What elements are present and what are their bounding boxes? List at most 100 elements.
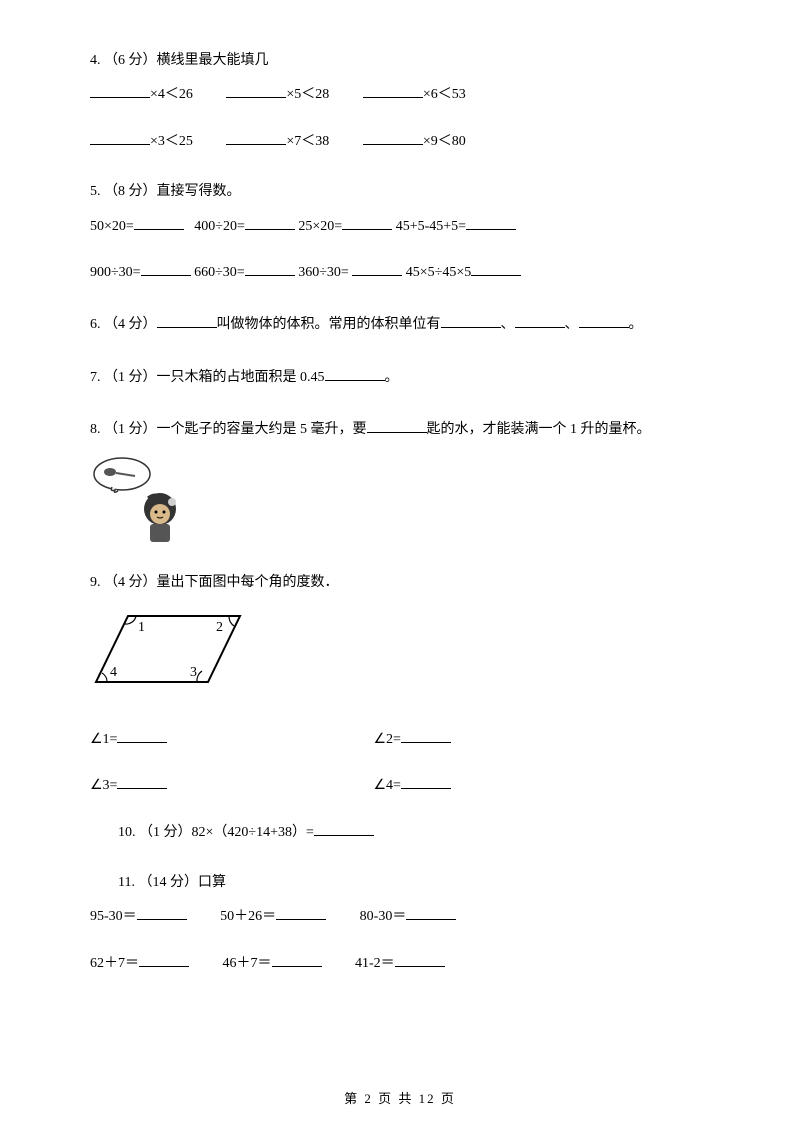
blank[interactable] — [466, 214, 516, 230]
q11-r1c2: 50＋26＝ — [220, 909, 276, 924]
blank[interactable] — [441, 312, 501, 328]
q5-r2c1: 900÷30= — [90, 265, 141, 280]
q8-text-b: 匙的水，才能装满一个 1 升的量杯。 — [427, 422, 651, 437]
blank[interactable] — [117, 773, 167, 789]
q7-end: 。 — [385, 370, 399, 385]
q6-text-a: 叫做物体的体积。常用的体积单位有 — [217, 317, 441, 332]
blank[interactable] — [137, 904, 187, 920]
blank[interactable] — [141, 260, 191, 276]
blank[interactable] — [352, 260, 402, 276]
blank[interactable] — [90, 82, 150, 98]
girl-spoon-illustration — [90, 454, 200, 544]
blank[interactable] — [245, 214, 295, 230]
q9-points: （4 分） — [104, 575, 157, 590]
blank[interactable] — [272, 951, 322, 967]
q4-r1c3: ×6＜53 — [423, 87, 466, 102]
q6-sep1: 、 — [501, 317, 515, 332]
q4-r1c2: ×5＜28 — [286, 87, 329, 102]
q4-row2: ×3＜25 ×7＜38 ×9＜80 — [90, 129, 710, 153]
q11-title-text: 口算 — [198, 875, 226, 890]
question-7: 7. （1 分）一只木箱的占地面积是 0.45。 — [90, 365, 710, 389]
q10-num: 10. — [118, 825, 136, 840]
svg-text:1: 1 — [138, 620, 145, 635]
q5-row2: 900÷30= 660÷30= 360÷30= 45×5÷45×5 — [90, 260, 710, 284]
blank[interactable] — [515, 312, 565, 328]
angle-row-1: ∠1= ∠2= — [90, 727, 710, 751]
q10-text: 82×（420÷14+38）= — [192, 825, 314, 840]
blank[interactable] — [139, 951, 189, 967]
q11-r1c1: 95-30＝ — [90, 909, 137, 924]
question-10: 10. （1 分）82×（420÷14+38）= — [118, 820, 710, 844]
q6-points: （4 分） — [104, 317, 157, 332]
q4-r1c1: ×4＜26 — [150, 87, 193, 102]
q11-r2c3: 41-2＝ — [355, 956, 395, 971]
blank[interactable] — [342, 214, 392, 230]
blank[interactable] — [226, 129, 286, 145]
q4-r2c2: ×7＜38 — [286, 134, 329, 149]
q6-end: 。 — [629, 317, 643, 332]
blank[interactable] — [245, 260, 295, 276]
blank[interactable] — [157, 312, 217, 328]
blank[interactable] — [401, 773, 451, 789]
q5-r1c2: 400÷20= — [194, 219, 245, 234]
blank[interactable] — [134, 214, 184, 230]
angle4-label: ∠4= — [374, 778, 401, 793]
q5-r1c3: 25×20= — [298, 219, 342, 234]
angle2-label: ∠2= — [374, 732, 401, 747]
blank[interactable] — [367, 417, 427, 433]
blank[interactable] — [117, 727, 167, 743]
angle-row-2: ∠3= ∠4= — [90, 773, 710, 797]
q4-r2c1: ×3＜25 — [150, 134, 193, 149]
blank[interactable] — [395, 951, 445, 967]
q8-points: （1 分） — [104, 422, 157, 437]
q4-points: （6 分） — [104, 53, 157, 68]
q5-points: （8 分） — [104, 184, 157, 199]
q5-r2c4: 45×5÷45×5 — [406, 265, 471, 280]
angle3-label: ∠3= — [90, 778, 117, 793]
q7-points: （1 分） — [104, 370, 157, 385]
q4-num: 4. — [90, 53, 101, 68]
q4-row1: ×4＜26 ×5＜28 ×6＜53 — [90, 82, 710, 106]
q8-num: 8. — [90, 422, 101, 437]
question-4: 4. （6 分）横线里最大能填几 ×4＜26 ×5＜28 ×6＜53 ×3＜25… — [90, 50, 710, 153]
blank[interactable] — [363, 82, 423, 98]
blank[interactable] — [363, 129, 423, 145]
q11-row2: 62＋7＝ 46＋7＝ 41-2＝ — [90, 951, 710, 975]
q9-title-text: 量出下面图中每个角的度数． — [157, 575, 339, 590]
page-footer: 第 2 页 共 12 页 — [0, 1089, 800, 1110]
q5-row1: 50×20= 400÷20= 25×20= 45+5-45+5= — [90, 214, 710, 238]
question-8: 8. （1 分）一个匙子的容量大约是 5 毫升，要 匙的水，才能装满一个 1 升的… — [90, 417, 710, 543]
q11-r1c3: 80-30＝ — [360, 909, 407, 924]
q5-r2c2: 660÷30= — [194, 265, 245, 280]
blank[interactable] — [406, 904, 456, 920]
q5-title: 5. （8 分）直接写得数。 — [90, 181, 710, 203]
svg-text:3: 3 — [190, 665, 197, 680]
question-5: 5. （8 分）直接写得数。 50×20= 400÷20= 25×20= 45+… — [90, 181, 710, 284]
q10-points: （1 分） — [139, 825, 192, 840]
blank[interactable] — [314, 820, 374, 836]
q11-num: 11. — [118, 875, 135, 890]
q5-title-text: 直接写得数。 — [157, 184, 241, 199]
angle1-label: ∠1= — [90, 732, 117, 747]
q9-num: 9. — [90, 575, 101, 590]
blank[interactable] — [276, 904, 326, 920]
q11-points: （14 分） — [138, 875, 198, 890]
q6-num: 6. — [90, 317, 101, 332]
parallelogram-figure: 1 2 3 4 — [90, 604, 255, 699]
blank[interactable] — [226, 82, 286, 98]
q4-title-text: 横线里最大能填几 — [157, 53, 269, 68]
q5-num: 5. — [90, 184, 101, 199]
q5-r1c4: 45+5-45+5= — [396, 219, 466, 234]
blank[interactable] — [579, 312, 629, 328]
q8-text-a: 一个匙子的容量大约是 5 毫升，要 — [157, 422, 367, 437]
q4-r2c3: ×9＜80 — [423, 134, 466, 149]
q5-r2c3: 360÷30= — [298, 265, 352, 280]
blank[interactable] — [471, 260, 521, 276]
q11-r2c1: 62＋7＝ — [90, 956, 139, 971]
blank[interactable] — [401, 727, 451, 743]
blank[interactable] — [90, 129, 150, 145]
q7-num: 7. — [90, 370, 101, 385]
q11-row1: 95-30＝ 50＋26＝ 80-30＝ — [90, 904, 710, 928]
blank[interactable] — [325, 365, 385, 381]
svg-text:4: 4 — [110, 665, 117, 680]
